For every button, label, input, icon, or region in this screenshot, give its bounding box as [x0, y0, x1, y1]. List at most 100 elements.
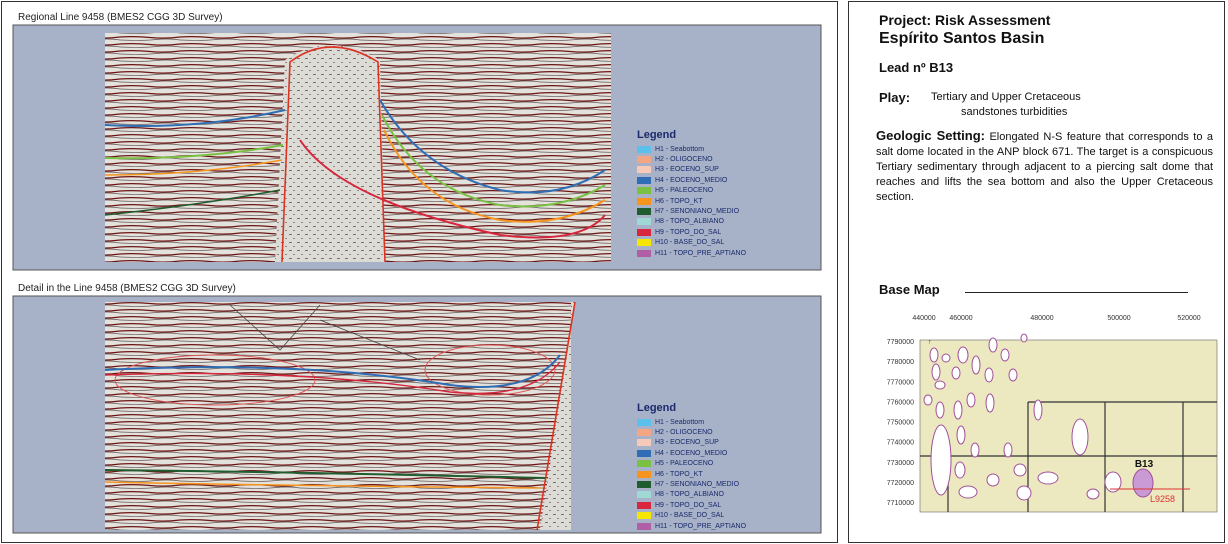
section-title: Detail in the Line 9458 (BMES2 CGG 3D Su… [18, 283, 236, 294]
y-label: 7760000 [887, 399, 914, 406]
x-label: 500000 [1107, 315, 1130, 322]
legend-item: H3 - EOCENO_SUP [637, 165, 746, 175]
legend-label: H3 - EOCENO_SUP [655, 166, 719, 174]
legend-label: H7 - SENONIANO_MEDIO [655, 481, 740, 489]
legend-item: H1 - Seabottom [637, 144, 746, 154]
legend: Legend H1 - Seabottom H2 - OLIGOCENO H3 - … [637, 402, 746, 531]
setting-text: Elongated N-S feature that corresponds t… [876, 131, 1213, 203]
base-map-title: Base Map [879, 282, 940, 297]
legend-label: H5 - PALEOCENO [655, 187, 714, 195]
play-line: Tertiary and Upper Cretaceous [931, 91, 1081, 103]
legend-item: H5 - PALEOCENO [637, 186, 746, 196]
legend-title: Legend [637, 402, 677, 414]
legend-label: H4 - EOCENO_MEDIO [655, 449, 728, 457]
legend-swatch [637, 176, 651, 184]
legend-swatch [637, 470, 651, 478]
legend-item: H6 - TOPO_KT [637, 469, 746, 479]
legend-swatch [637, 208, 651, 216]
seismic-panels [12, 24, 822, 534]
legend-label: H3 - EOCENO_SUP [655, 439, 719, 447]
legend-item: H5 - PALEOCENO [637, 459, 746, 469]
geologic-setting: Geologic Setting: Elongated N-S feature … [876, 128, 1213, 205]
legend-swatch [637, 218, 651, 226]
legend-label: H5 - PALEOCENO [655, 460, 714, 468]
legend-label: H6 - TOPO_KT [655, 197, 703, 205]
legend-swatch [637, 418, 651, 426]
legend-item: H8 - TOPO_ALBIANO [637, 490, 746, 500]
legend-label: H2 - OLIGOCENO [655, 156, 713, 164]
legend-label: H6 - TOPO_KT [655, 470, 703, 478]
legend-swatch [637, 481, 651, 489]
legend-item: H3 - EOCENO_SUP [637, 438, 746, 448]
legend-item: H9 - TOPO_DO_SAL [637, 500, 746, 510]
legend-item: H6 - TOPO_KT [637, 196, 746, 206]
legend-swatch [637, 501, 651, 509]
line-label: L9258 [1150, 494, 1175, 504]
y-label: 7730000 [887, 460, 914, 467]
legend-swatch [637, 522, 651, 530]
legend-item: H7 - SENONIANO_MEDIO [637, 206, 746, 216]
project: Project: Risk Assessment [879, 12, 1051, 28]
legend-label: H8 - TOPO_ALBIANO [655, 218, 724, 226]
legend-item: H7 - SENONIANO_MEDIO [637, 479, 746, 489]
legend-swatch [637, 429, 651, 437]
legend-item: H2 - OLIGOCENO [637, 427, 746, 437]
legend-label: H7 - SENONIANO_MEDIO [655, 208, 740, 216]
legend-label: H8 - TOPO_ALBIANO [655, 491, 724, 499]
legend-item: H4 - EOCENO_MEDIO [637, 448, 746, 458]
legend-item: H11 - TOPO_PRE_APTIANO [637, 521, 746, 531]
legend-swatch [637, 228, 651, 236]
legend-title: Legend [637, 129, 677, 141]
legend-swatch [637, 239, 651, 247]
x-label: 480000 [1030, 315, 1053, 322]
legend-item: H11 - TOPO_PRE_APTIANO [637, 248, 746, 258]
legend-swatch [637, 449, 651, 457]
legend-item: H2 - OLIGOCENO [637, 154, 746, 164]
y-label: 7710000 [887, 500, 914, 507]
y-label: 7780000 [887, 359, 914, 366]
legend-label: H1 - Seabottom [655, 145, 705, 153]
play-label: Play: [879, 90, 911, 105]
x-label: 520000 [1177, 315, 1200, 322]
legend-label: H11 - TOPO_PRE_APTIANO [655, 249, 747, 257]
legend-swatch [637, 512, 651, 520]
y-label: 7750000 [887, 420, 914, 427]
lead: Lead nº B13 [879, 60, 954, 75]
legend-label: H11 - TOPO_PRE_APTIANO [655, 522, 747, 530]
legend-swatch [637, 439, 651, 447]
legend-label: H4 - EOCENO_MEDIO [655, 176, 728, 184]
legend-label: H1 - Seabottom [655, 418, 705, 426]
legend: Legend H1 - Seabottom H2 - OLIGOCENO H3 - … [637, 129, 746, 258]
y-label: 7770000 [887, 379, 914, 386]
base-map: ↑ 440000 460000 480000 500000 520000 7790000 7… [887, 315, 1218, 513]
legend-item: H9 - TOPO_DO_SAL [637, 227, 746, 237]
north-arrow: ↑ [928, 339, 932, 346]
setting-label: Geologic Setting: [876, 128, 985, 143]
y-label: 7720000 [887, 480, 914, 487]
legend-item: H4 - EOCENO_MEDIO [637, 175, 746, 185]
legend-label: H9 - TOPO_DO_SAL [655, 228, 722, 236]
section-title: Regional Line 9458 (BMES2 CGG 3D Survey) [18, 12, 223, 23]
legend-label: H10 - BASE_DO_SAL [655, 512, 725, 520]
y-label: 7740000 [887, 440, 914, 447]
right-panel [848, 1, 1225, 543]
legend-label: H10 - BASE_DO_SAL [655, 239, 725, 247]
legend-swatch [637, 491, 651, 499]
title-rule [965, 292, 1188, 293]
x-label: 460000 [949, 315, 972, 322]
x-label: 440000 [912, 315, 935, 322]
legend-label: H9 - TOPO_DO_SAL [655, 501, 722, 509]
legend-item: H10 - BASE_DO_SAL [637, 238, 746, 248]
legend-swatch [637, 156, 651, 164]
legend-label: H2 - OLIGOCENO [655, 429, 713, 437]
y-label: 7790000 [887, 339, 914, 346]
lead-label: B13 [1135, 459, 1154, 470]
left-panel [1, 1, 838, 543]
legend-swatch [637, 249, 651, 257]
legend-swatch [637, 197, 651, 205]
legend-swatch [637, 187, 651, 195]
basin: Espírito Santos Basin [879, 30, 1045, 47]
legend-swatch [637, 145, 651, 153]
legend-item: H10 - BASE_DO_SAL [637, 511, 746, 521]
